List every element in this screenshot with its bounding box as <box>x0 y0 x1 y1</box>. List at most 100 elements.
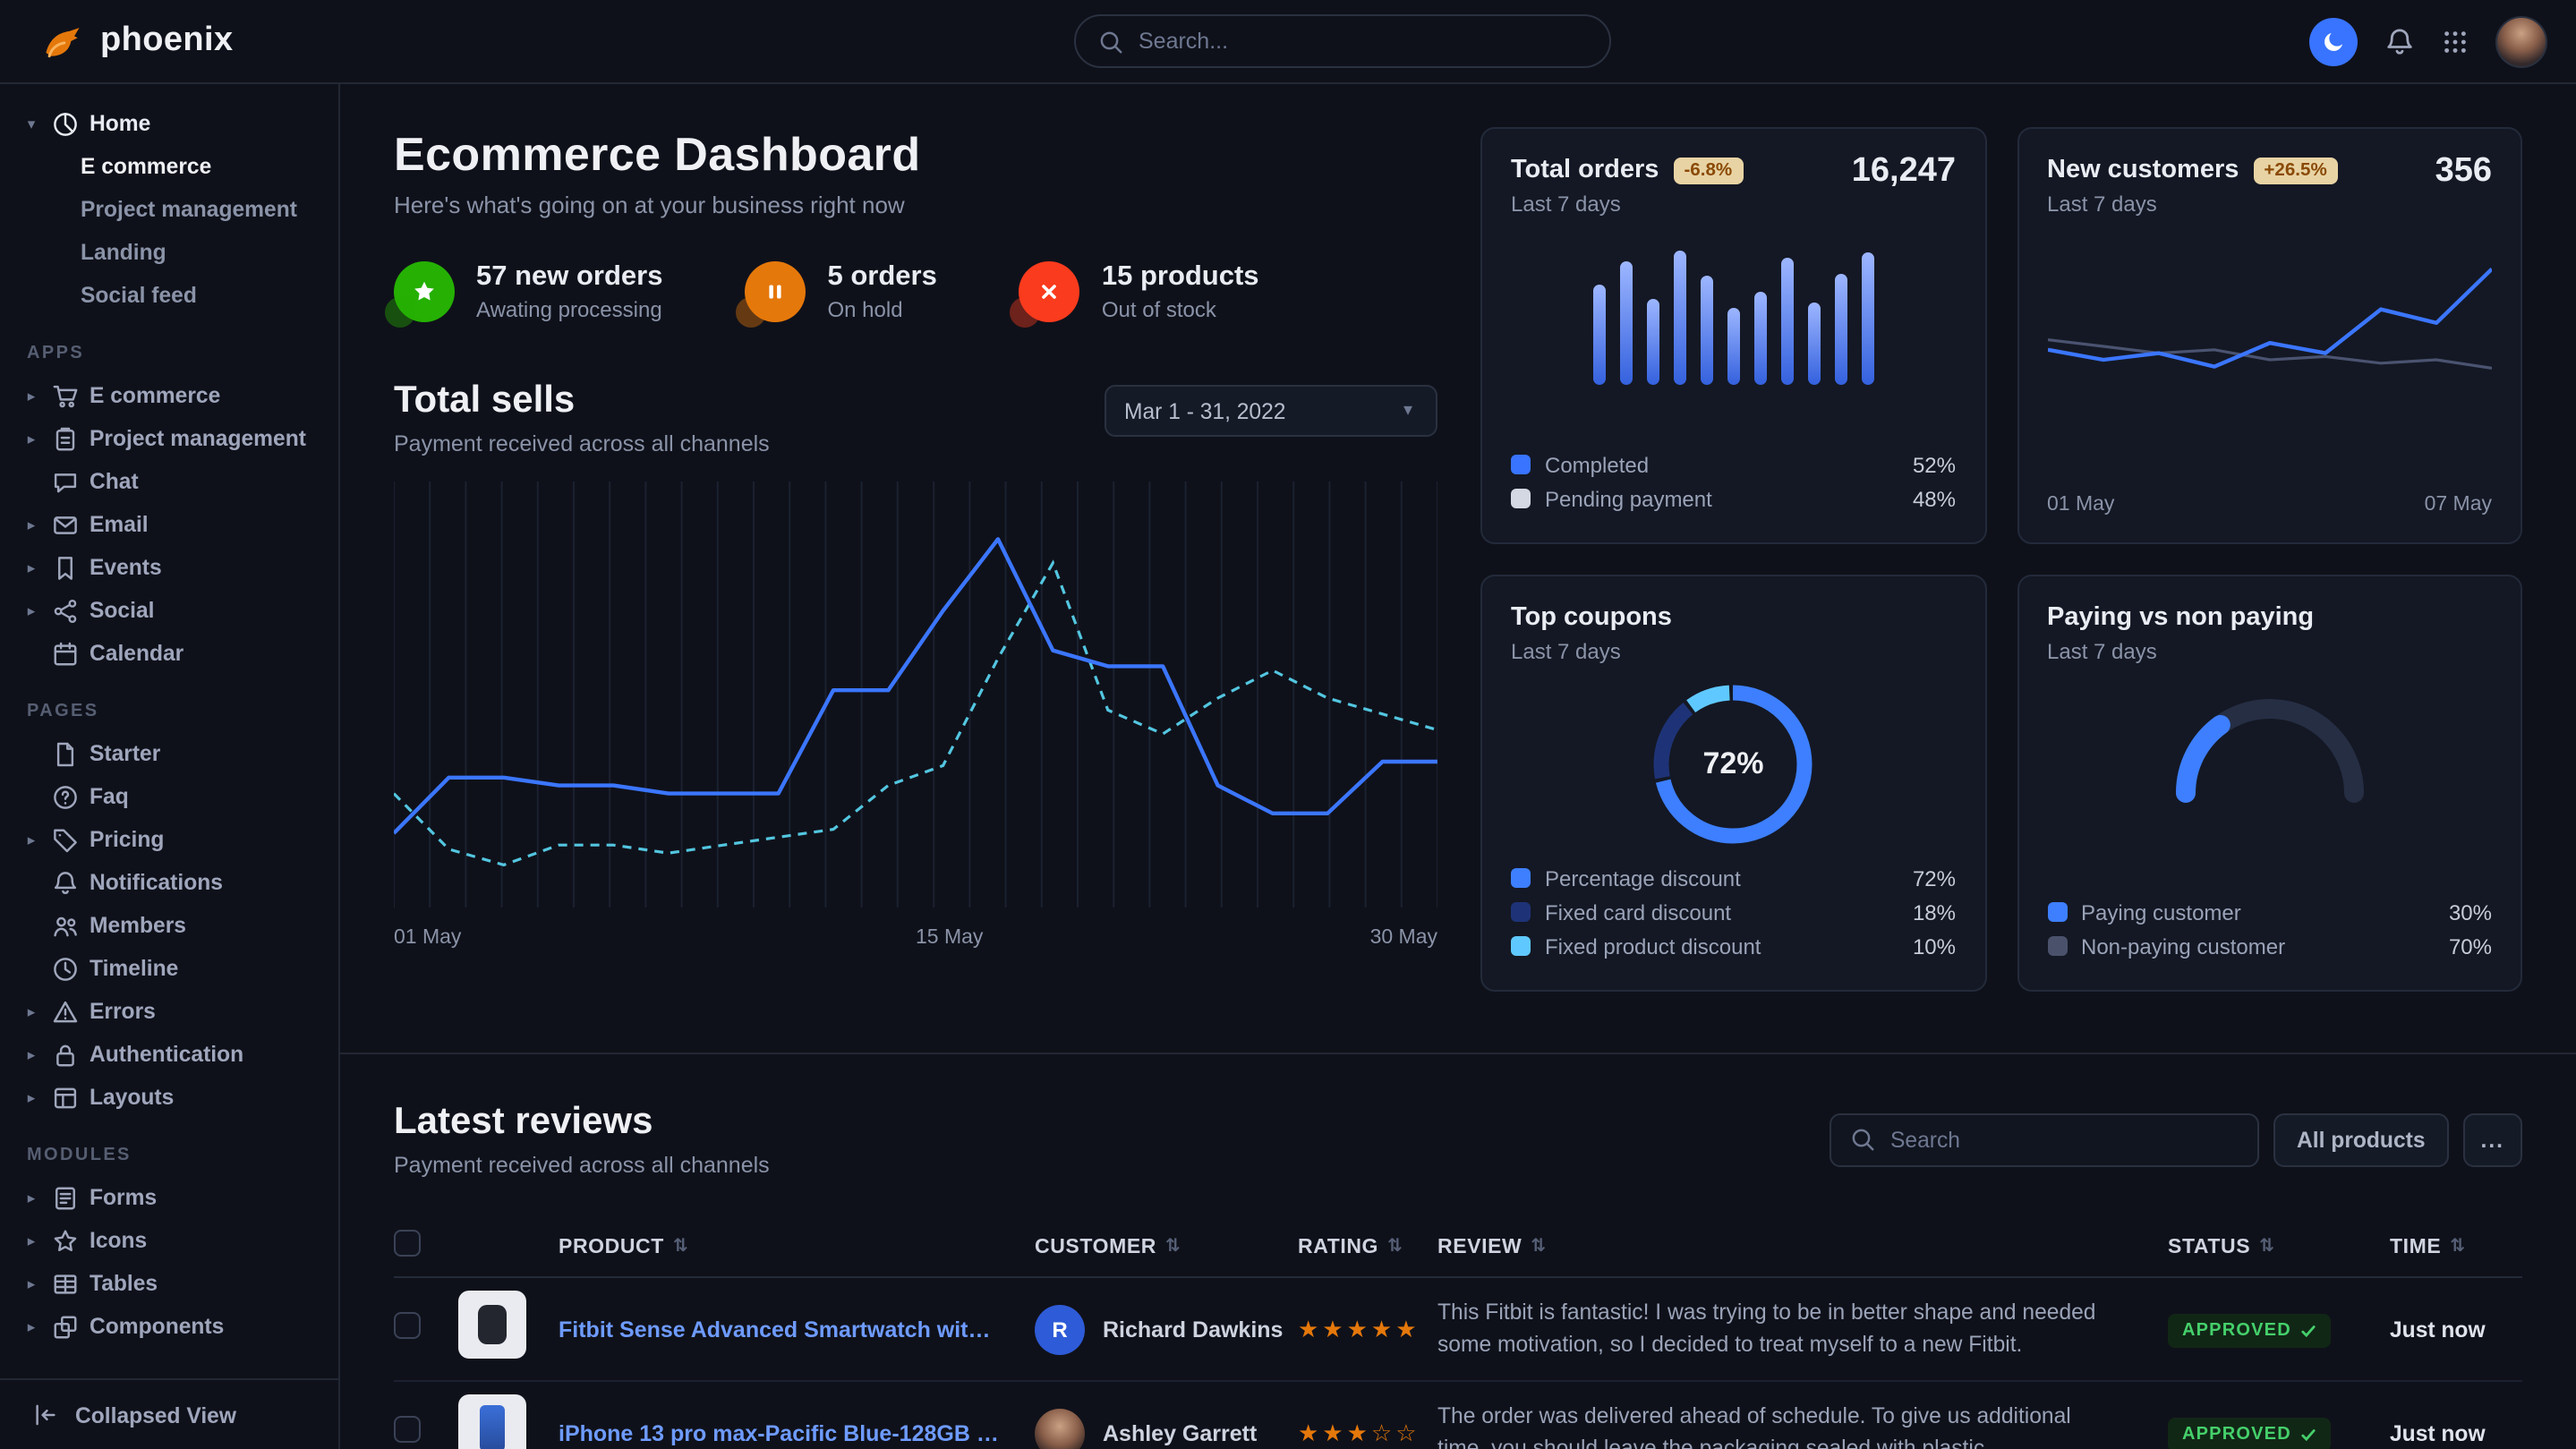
sidebar-item-chat[interactable]: Chat <box>21 460 317 503</box>
sidebar-item-home[interactable]: ▾Home <box>21 102 317 145</box>
sidebar-item-layouts[interactable]: ▸Layouts <box>21 1076 317 1119</box>
caret-right-icon: ▸ <box>21 515 41 534</box>
caret-right-icon: ▸ <box>21 1044 41 1064</box>
sidebar-subitem-social-feed[interactable]: Social feed <box>21 274 317 317</box>
sidebar-item-icons[interactable]: ▸Icons <box>21 1219 317 1262</box>
all-products-button[interactable]: All products <box>2273 1112 2448 1166</box>
card-title: Paying vs non paying <box>2047 603 2314 632</box>
sidebar-item-members[interactable]: Members <box>21 904 317 947</box>
sidebar-subitem-landing[interactable]: Landing <box>21 231 317 274</box>
clipboard-icon <box>52 425 79 452</box>
sidebar-item-project-management[interactable]: ▸Project management <box>21 417 317 460</box>
more-options-button[interactable]: ... <box>2463 1112 2523 1166</box>
sidebar-item-calendar[interactable]: Calendar <box>21 632 317 675</box>
legend-value: 52% <box>1913 452 1956 477</box>
puzzle-icon <box>52 1313 79 1340</box>
sidebar-item-label: Calendar <box>90 641 183 666</box>
new-customers-card: New customers +26.5% Last 7 days 356 01 … <box>2017 127 2522 544</box>
order-bar <box>1862 252 1874 385</box>
user-avatar[interactable] <box>2495 15 2547 67</box>
column-header-product[interactable]: PRODUCT⇅ <box>559 1236 1035 1257</box>
sort-icon: ⇅ <box>673 1237 688 1257</box>
sidebar-item-label: Timeline <box>90 956 178 981</box>
legend-chip <box>2047 902 2067 922</box>
bookmark-icon <box>52 554 79 581</box>
customer-cell[interactable]: Ashley Garrett <box>1035 1408 1298 1449</box>
column-header-time[interactable]: TIME⇅ <box>2390 1236 2513 1257</box>
moon-icon <box>2321 29 2346 54</box>
row-checkbox[interactable] <box>394 1311 421 1338</box>
paying-legend: Paying customer 30% Non-paying customer … <box>2047 895 2492 963</box>
sidebar-item-events[interactable]: ▸Events <box>21 546 317 589</box>
rating-stars: ★★★☆☆ <box>1298 1419 1437 1447</box>
sidebar-item-e-commerce[interactable]: ▸E commerce <box>21 374 317 417</box>
sidebar-item-label: Authentication <box>90 1042 243 1067</box>
apps-grid-icon[interactable] <box>2442 28 2469 55</box>
sidebar-item-tables[interactable]: ▸Tables <box>21 1262 317 1305</box>
sidebar-item-label: E commerce <box>90 383 220 408</box>
sidebar-subitem-project-management[interactable]: Project management <box>21 188 317 231</box>
total-sells-subtitle: Payment received across all channels <box>394 431 770 456</box>
column-header-status[interactable]: STATUS⇅ <box>2168 1236 2390 1257</box>
global-search[interactable] <box>1074 14 1611 68</box>
brand-logo[interactable]: phoenix <box>29 18 234 64</box>
status-badge: APPROVED <box>2168 1417 2331 1449</box>
dark-mode-toggle[interactable] <box>2309 17 2358 65</box>
order-bar <box>1647 300 1659 385</box>
column-header-rating[interactable]: RATING⇅ <box>1298 1236 1437 1257</box>
app-root: phoenix ▾HomeE commercePro <box>0 0 2576 1449</box>
page-subtitle: Here's what's going on at your business … <box>394 192 1437 218</box>
sidebar-item-label: Components <box>90 1314 224 1339</box>
column-header-review[interactable]: REVIEW⇅ <box>1437 1236 2168 1257</box>
legend-item: Completed 52% <box>1511 447 1956 482</box>
sort-icon: ⇅ <box>1387 1237 1403 1257</box>
file-icon <box>52 740 79 767</box>
notifications-bell-icon[interactable] <box>2384 26 2415 56</box>
sidebar-item-faq[interactable]: Faq <box>21 775 317 818</box>
sidebar-item-email[interactable]: ▸Email <box>21 503 317 546</box>
card-title: Total orders <box>1511 156 1659 184</box>
total-orders-card: Total orders -6.8% Last 7 days 16,247 Co… <box>1480 127 1986 544</box>
stat-value: 15 products <box>1102 261 1259 294</box>
row-checkbox[interactable] <box>394 1415 421 1442</box>
stat-item: 5 orders On hold <box>746 261 937 322</box>
column-header-customer[interactable]: CUSTOMER⇅ <box>1035 1236 1298 1257</box>
sidebar-item-errors[interactable]: ▸Errors <box>21 990 317 1033</box>
donut-center-value: 72% <box>1644 675 1823 854</box>
review-row[interactable]: iPhone 13 pro max-Pacific Blue-128GB sto… <box>394 1382 2522 1449</box>
sidebar-item-social[interactable]: ▸Social <box>21 589 317 632</box>
card-period: Last 7 days <box>2047 639 2492 664</box>
sidebar-subitem-e-commerce[interactable]: E commerce <box>21 145 317 188</box>
order-bar <box>1674 250 1686 385</box>
review-row[interactable]: Fitbit Sense Advanced Smartwatch with To… <box>394 1278 2522 1382</box>
sidebar-item-forms[interactable]: ▸Forms <box>21 1176 317 1219</box>
caret-right-icon: ▸ <box>21 1002 41 1021</box>
legend-value: 10% <box>1913 933 1956 959</box>
layout-icon <box>52 1084 79 1111</box>
sidebar-item-pricing[interactable]: ▸Pricing <box>21 818 317 861</box>
customer-cell[interactable]: RRichard Dawkins <box>1035 1304 1298 1354</box>
x-axis-label: 01 May <box>394 927 461 949</box>
product-link[interactable]: iPhone 13 pro max-Pacific Blue-128GB sto… <box>559 1420 1035 1445</box>
product-link[interactable]: Fitbit Sense Advanced Smartwatch with To… <box>559 1317 1035 1342</box>
sidebar-item-starter[interactable]: Starter <box>21 732 317 775</box>
change-badge: +26.5% <box>2253 157 2337 183</box>
caret-right-icon: ▸ <box>21 429 41 448</box>
sidebar-item-notifications[interactable]: Notifications <box>21 861 317 904</box>
reviews-search[interactable] <box>1830 1112 2259 1166</box>
date-range-select[interactable]: Mar 1 - 31, 2022 ▾ <box>1105 385 1437 437</box>
global-search-input[interactable] <box>1139 29 1588 54</box>
x-axis-label: 07 May <box>2425 494 2492 516</box>
legend-value: 18% <box>1913 899 1956 925</box>
sidebar-item-timeline[interactable]: Timeline <box>21 947 317 990</box>
sidebar-item-label: Pricing <box>90 827 164 852</box>
sidebar-item-authentication[interactable]: ▸ Authentication <box>21 1033 317 1076</box>
total-sells-title: Total sells <box>394 379 770 422</box>
collapse-view-button[interactable]: Collapsed View <box>0 1378 338 1449</box>
select-all-checkbox[interactable] <box>394 1229 421 1256</box>
reviews-search-input[interactable] <box>1890 1127 2239 1152</box>
search-icon <box>1849 1126 1876 1153</box>
legend-chip <box>1511 868 1531 888</box>
sidebar-item-components[interactable]: ▸Components <box>21 1305 317 1348</box>
legend-label: Pending payment <box>1545 486 1712 511</box>
